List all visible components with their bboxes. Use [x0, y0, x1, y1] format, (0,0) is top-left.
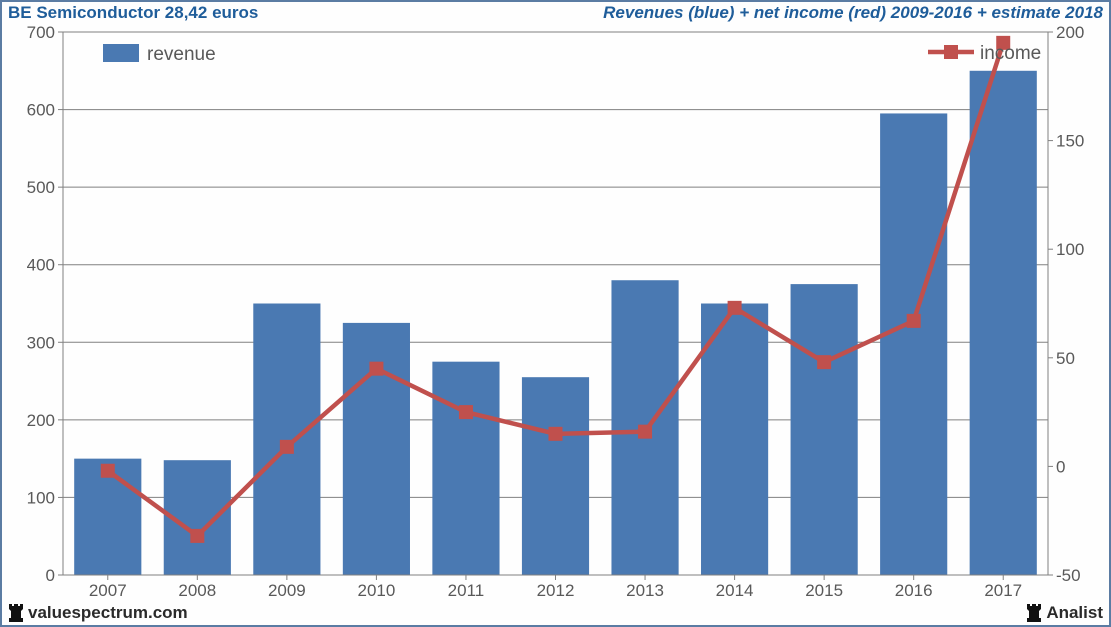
income-marker	[459, 405, 473, 419]
svg-text:700: 700	[27, 26, 55, 42]
svg-text:2015: 2015	[805, 581, 843, 600]
svg-text:50: 50	[1056, 349, 1075, 368]
stock-title: BE Semiconductor 28,42 euros	[8, 3, 258, 23]
income-marker	[190, 529, 204, 543]
svg-text:2012: 2012	[537, 581, 575, 600]
svg-text:100: 100	[1056, 240, 1084, 259]
footer-bar: valuespectrum.com Analist	[2, 601, 1109, 625]
svg-text:2010: 2010	[357, 581, 395, 600]
bar	[343, 323, 410, 575]
bar	[970, 71, 1037, 575]
chart-area: 0 100 200 300 400 500 600 700 -50 0 50 100 150 200 200…	[8, 26, 1103, 601]
income-marker	[638, 425, 652, 439]
chart-subtitle: Revenues (blue) + net income (red) 2009-…	[603, 3, 1103, 23]
svg-text:150: 150	[1056, 132, 1084, 151]
income-marker	[280, 440, 294, 454]
income-marker	[817, 355, 831, 369]
svg-text:600: 600	[27, 101, 55, 120]
svg-text:0: 0	[1056, 457, 1065, 476]
bar	[791, 284, 858, 575]
bar	[880, 113, 947, 575]
svg-text:500: 500	[27, 178, 55, 197]
rook-icon	[1026, 604, 1042, 622]
svg-text:2007: 2007	[89, 581, 127, 600]
svg-text:-50: -50	[1056, 566, 1081, 585]
svg-text:100: 100	[27, 488, 55, 507]
svg-text:200: 200	[27, 411, 55, 430]
bar	[253, 304, 320, 576]
brand-label: Analist	[1026, 603, 1103, 623]
rook-icon	[8, 604, 24, 622]
source-label: valuespectrum.com	[8, 603, 188, 623]
svg-text:2016: 2016	[895, 581, 933, 600]
legend-revenue-label: revenue	[147, 44, 216, 65]
bar	[432, 362, 499, 575]
legend-revenue-swatch	[103, 44, 139, 62]
svg-text:2009: 2009	[268, 581, 306, 600]
brand-text: Analist	[1046, 603, 1103, 623]
chart-svg: 0 100 200 300 400 500 600 700 -50 0 50 100 150 200 200…	[8, 26, 1103, 601]
income-marker	[369, 362, 383, 376]
income-marker	[907, 314, 921, 328]
chart-container: BE Semiconductor 28,42 euros Revenues (b…	[0, 0, 1111, 627]
svg-text:0: 0	[46, 566, 55, 585]
svg-text:2008: 2008	[178, 581, 216, 600]
svg-text:2011: 2011	[448, 581, 485, 600]
svg-text:2017: 2017	[984, 581, 1022, 600]
legend-income-label: income	[980, 43, 1041, 64]
svg-text:2013: 2013	[626, 581, 664, 600]
svg-text:2014: 2014	[716, 581, 754, 600]
svg-text:400: 400	[27, 256, 55, 275]
svg-text:200: 200	[1056, 26, 1084, 42]
bar	[701, 304, 768, 576]
income-marker	[549, 427, 563, 441]
bar	[522, 377, 589, 575]
svg-text:300: 300	[27, 333, 55, 352]
legend-income-marker	[944, 45, 958, 59]
income-marker	[101, 464, 115, 478]
income-marker	[728, 301, 742, 315]
header-bar: BE Semiconductor 28,42 euros Revenues (b…	[2, 2, 1109, 24]
source-text: valuespectrum.com	[28, 603, 188, 623]
